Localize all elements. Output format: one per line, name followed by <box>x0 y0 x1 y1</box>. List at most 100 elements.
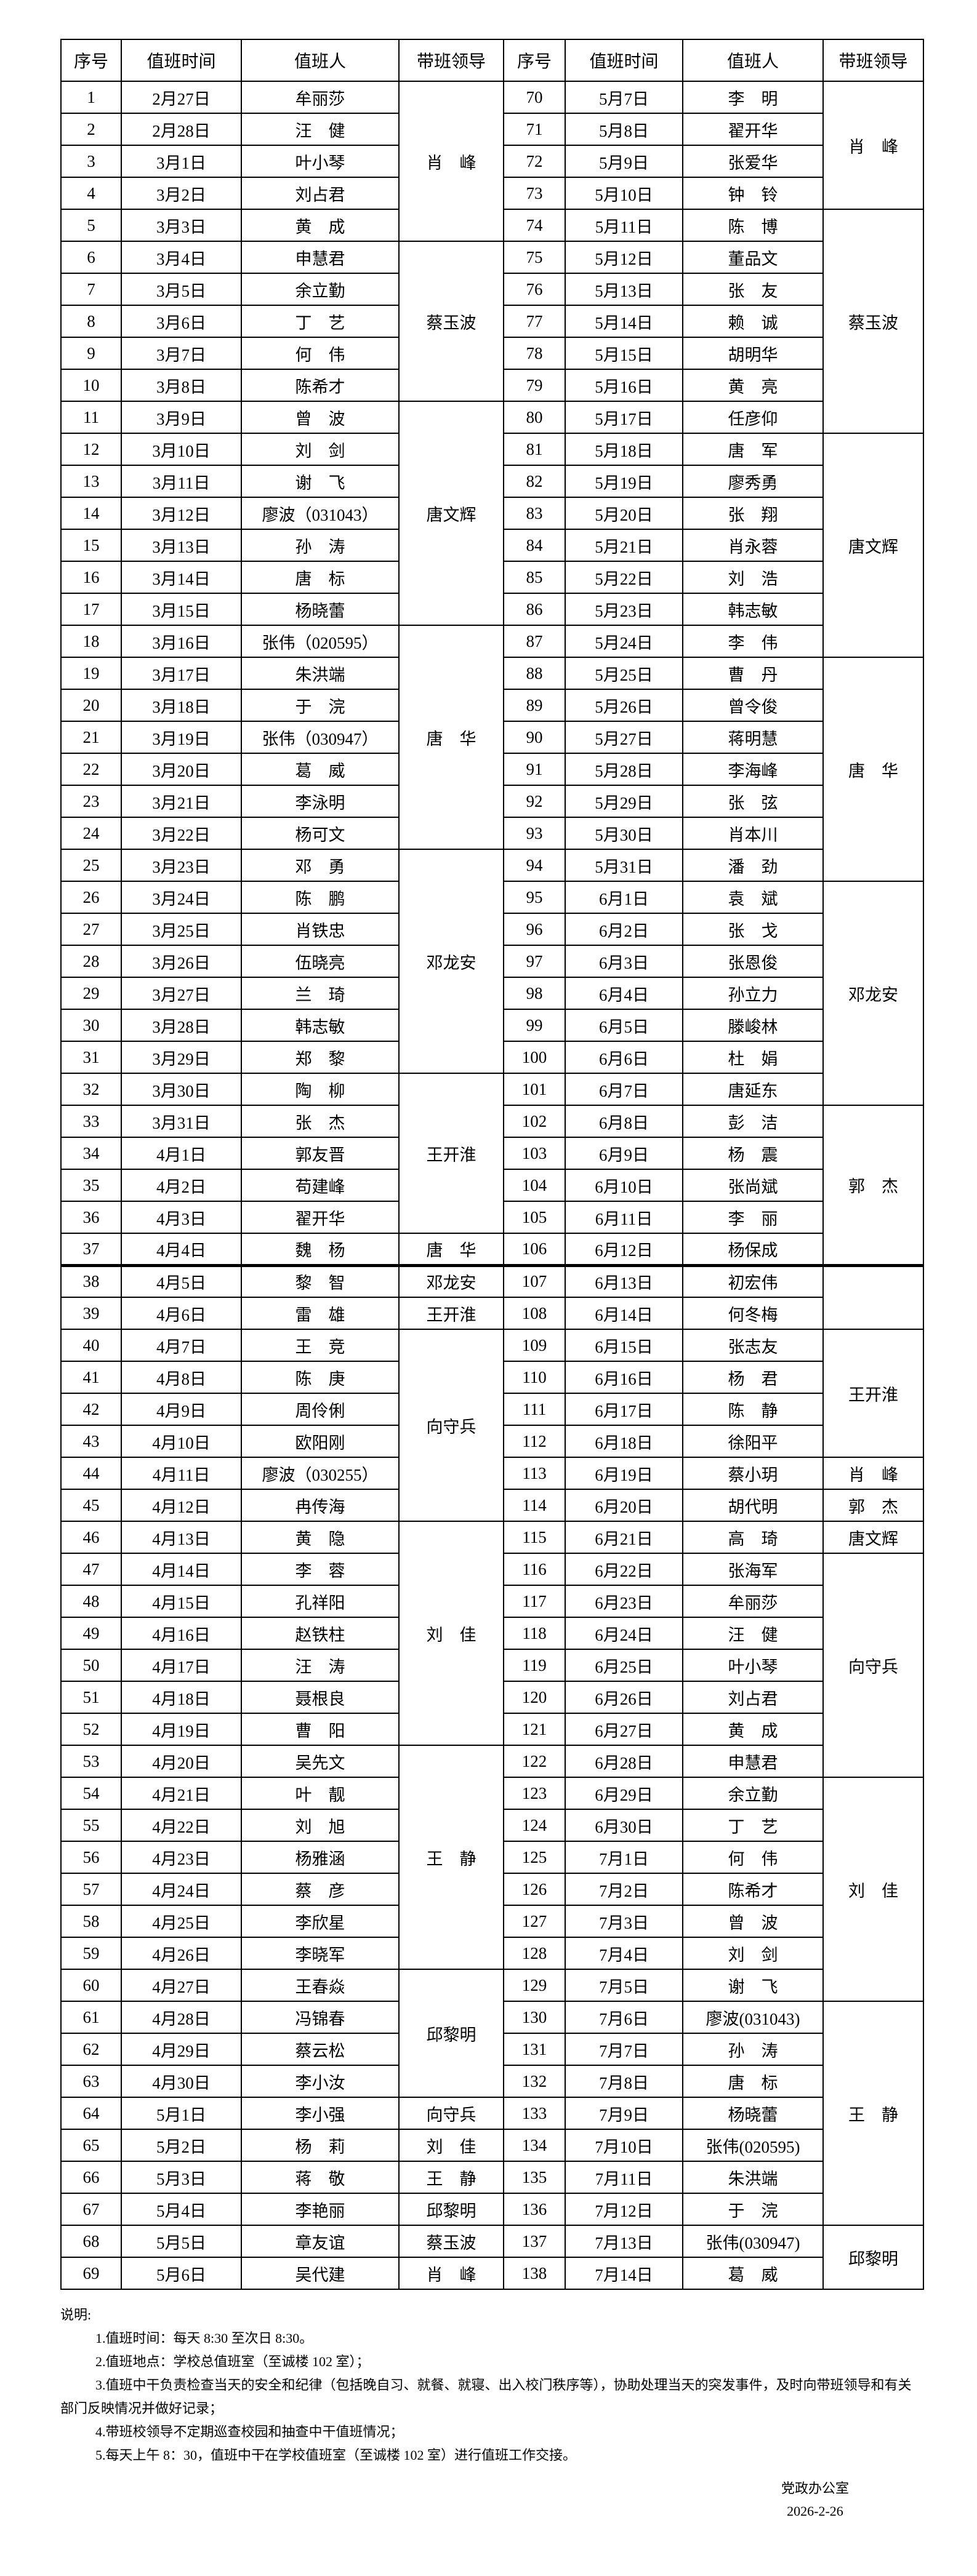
serial-cell: 22 <box>60 753 122 786</box>
serial-cell: 23 <box>60 785 122 818</box>
serial-cell: 1 <box>60 81 122 114</box>
serial-cell: 51 <box>60 1681 122 1714</box>
serial-cell: 62 <box>60 2033 122 2066</box>
duty-date-cell: 6月20日 <box>565 1489 683 1522</box>
duty-date-cell: 4月25日 <box>121 1905 242 1938</box>
duty-date-cell: 4月19日 <box>121 1713 242 1746</box>
duty-date-cell: 6月19日 <box>565 1457 683 1490</box>
duty-person-cell: 叶小琴 <box>682 1649 824 1682</box>
serial-cell: 116 <box>503 1553 566 1586</box>
serial-cell: 24 <box>60 817 122 850</box>
duty-date-cell: 4月9日 <box>121 1393 242 1426</box>
table-row: 23 3月21日 李泳明 92 5月29日张 弦 <box>60 785 923 818</box>
duty-person-cell: 刘 剑 <box>241 433 400 466</box>
duty-date-cell: 3月12日 <box>121 497 242 530</box>
table-row: 51 4月18日 聂根良 120 6月26日 刘占君 <box>60 1681 923 1714</box>
duty-person-cell: 于 浣 <box>682 2193 824 2226</box>
duty-date-cell: 3月29日 <box>121 1041 242 1074</box>
leader-cell: 王 静 <box>398 2161 504 2194</box>
duty-date-cell: 3月17日 <box>121 657 242 690</box>
table-row: 27 3月25日 肖铁忠 96 6月2日张 戈 <box>60 913 923 946</box>
duty-date-cell: 6月29日 <box>565 1777 683 1810</box>
duty-date-cell: 3月16日 <box>121 625 242 658</box>
duty-date-cell: 3月11日 <box>121 465 242 498</box>
serial-cell: 38 <box>60 1265 122 1298</box>
duty-person-cell: 董品文 <box>682 241 824 274</box>
duty-person-cell: 杨 君 <box>682 1361 824 1394</box>
table-row: 30 3月28日 韩志敏 99 6月5日 滕峻林 <box>60 1009 923 1042</box>
serial-cell: 45 <box>60 1489 122 1522</box>
table-row: 68 5月5日 章友谊 蔡玉波 137 7月13日 张伟(030947) 邱黎明 <box>60 2225 924 2290</box>
serial-cell: 2 <box>60 113 122 146</box>
duty-date-cell: 7月10日 <box>565 2129 683 2162</box>
table-row: 38 4月5日黎 智邓龙安 107 6月13日 初宏伟 <box>60 1265 924 1330</box>
duty-person-cell: 曾 波 <box>241 401 400 434</box>
duty-date-cell: 7月11日 <box>565 2161 683 2194</box>
serial-cell: 6 <box>60 241 122 274</box>
table-row: 34 4月1日 郭友晋 103 6月9日杨 震 <box>60 1137 923 1170</box>
duty-person-cell: 唐延东 <box>682 1073 824 1106</box>
duty-person-cell: 袁 斌 <box>682 881 824 914</box>
serial-cell: 35 <box>60 1169 122 1202</box>
duty-date-cell: 3月5日 <box>121 273 242 306</box>
serial-cell: 8 <box>60 305 122 338</box>
duty-date-cell: 7月13日 <box>565 2225 683 2258</box>
duty-date-cell: 3月31日 <box>121 1105 242 1138</box>
serial-cell: 80 <box>503 401 566 434</box>
duty-person-cell: 兰 琦 <box>241 977 400 1010</box>
table-row: 35 4月2日 苟建峰 104 6月10日 张尚斌 <box>60 1169 923 1202</box>
duty-person-cell: 欧阳刚 <box>241 1425 400 1458</box>
serial-cell: 98 <box>503 977 566 1010</box>
duty-date-cell: 6月9日 <box>565 1137 683 1170</box>
serial-cell: 63 <box>60 2065 122 2098</box>
duty-person-cell: 陶 柳 <box>241 1073 400 1106</box>
duty-date-cell: 4月16日 <box>121 1617 242 1650</box>
duty-person-cell: 于 浣 <box>241 689 400 722</box>
serial-cell: 33 <box>60 1105 122 1138</box>
serial-cell: 128 <box>503 1937 566 1970</box>
duty-person-cell: 李欣星 <box>241 1905 400 1938</box>
leader-cell: 郭 杰 <box>822 1489 924 1522</box>
note-item-2: 2.值班地点：学校总值班室（至诚楼 102 室）； <box>95 2354 370 2369</box>
serial-cell: 100 <box>503 1041 566 1074</box>
serial-cell: 66 <box>60 2161 122 2194</box>
duty-date-cell: 5月28日 <box>565 753 683 786</box>
duty-person-cell: 吴代建 <box>241 2257 400 2290</box>
duty-person-cell: 肖铁忠 <box>241 913 400 946</box>
serial-cell: 84 <box>503 529 566 562</box>
table-row: 36 4月3日 翟开华 105 6月11日李 丽 <box>60 1201 923 1234</box>
duty-person-cell: 钟 铃 <box>682 177 824 210</box>
serial-cell: 18 <box>60 625 122 658</box>
duty-person-cell: 胡代明 <box>682 1489 824 1522</box>
serial-cell: 86 <box>503 593 566 626</box>
duty-person-cell: 雷 雄 <box>241 1297 400 1330</box>
table-row: 43 4月10日 欧阳刚 112 6月18日 徐阳平 <box>60 1425 923 1458</box>
serial-cell: 61 <box>60 2001 122 2034</box>
duty-date-cell: 6月12日 <box>565 1233 683 1267</box>
duty-date-cell: 5月27日 <box>565 721 683 754</box>
table-row: 66 5月3日蒋 敬王 静 135 7月11日 朱洪端 <box>60 2161 923 2194</box>
duty-date-cell: 3月8日 <box>121 369 242 402</box>
leader-cell: 唐 华 <box>398 625 504 850</box>
signature-date: 2026-2-26 <box>787 2503 843 2519</box>
duty-date-cell: 6月11日 <box>565 1201 683 1234</box>
serial-cell: 20 <box>60 689 122 722</box>
serial-cell: 50 <box>60 1649 122 1682</box>
duty-person-cell: 余立勤 <box>241 273 400 306</box>
duty-person-cell: 曹 阳 <box>241 1713 400 1746</box>
duty-person-cell: 曾令俊 <box>682 689 824 722</box>
duty-person-cell: 高 琦 <box>682 1521 824 1554</box>
duty-date-cell: 3月20日 <box>121 753 242 786</box>
duty-person-cell: 汪 健 <box>682 1617 824 1650</box>
serial-cell: 132 <box>503 2065 566 2098</box>
column-header-time-left: 值班时间 <box>121 39 242 82</box>
duty-person-cell: 唐 军 <box>682 433 824 466</box>
duty-date-cell: 7月14日 <box>565 2257 683 2290</box>
serial-cell: 103 <box>503 1137 566 1170</box>
duty-person-cell: 魏 杨 <box>241 1233 400 1267</box>
table-row: 7 3月5日 余立勤 76 5月13日张 友 <box>60 273 923 306</box>
duty-date-cell: 5月6日 <box>121 2257 242 2290</box>
duty-person-cell: 初宏伟 <box>682 1265 824 1298</box>
duty-date-cell: 6月17日 <box>565 1393 683 1426</box>
serial-cell: 31 <box>60 1041 122 1074</box>
